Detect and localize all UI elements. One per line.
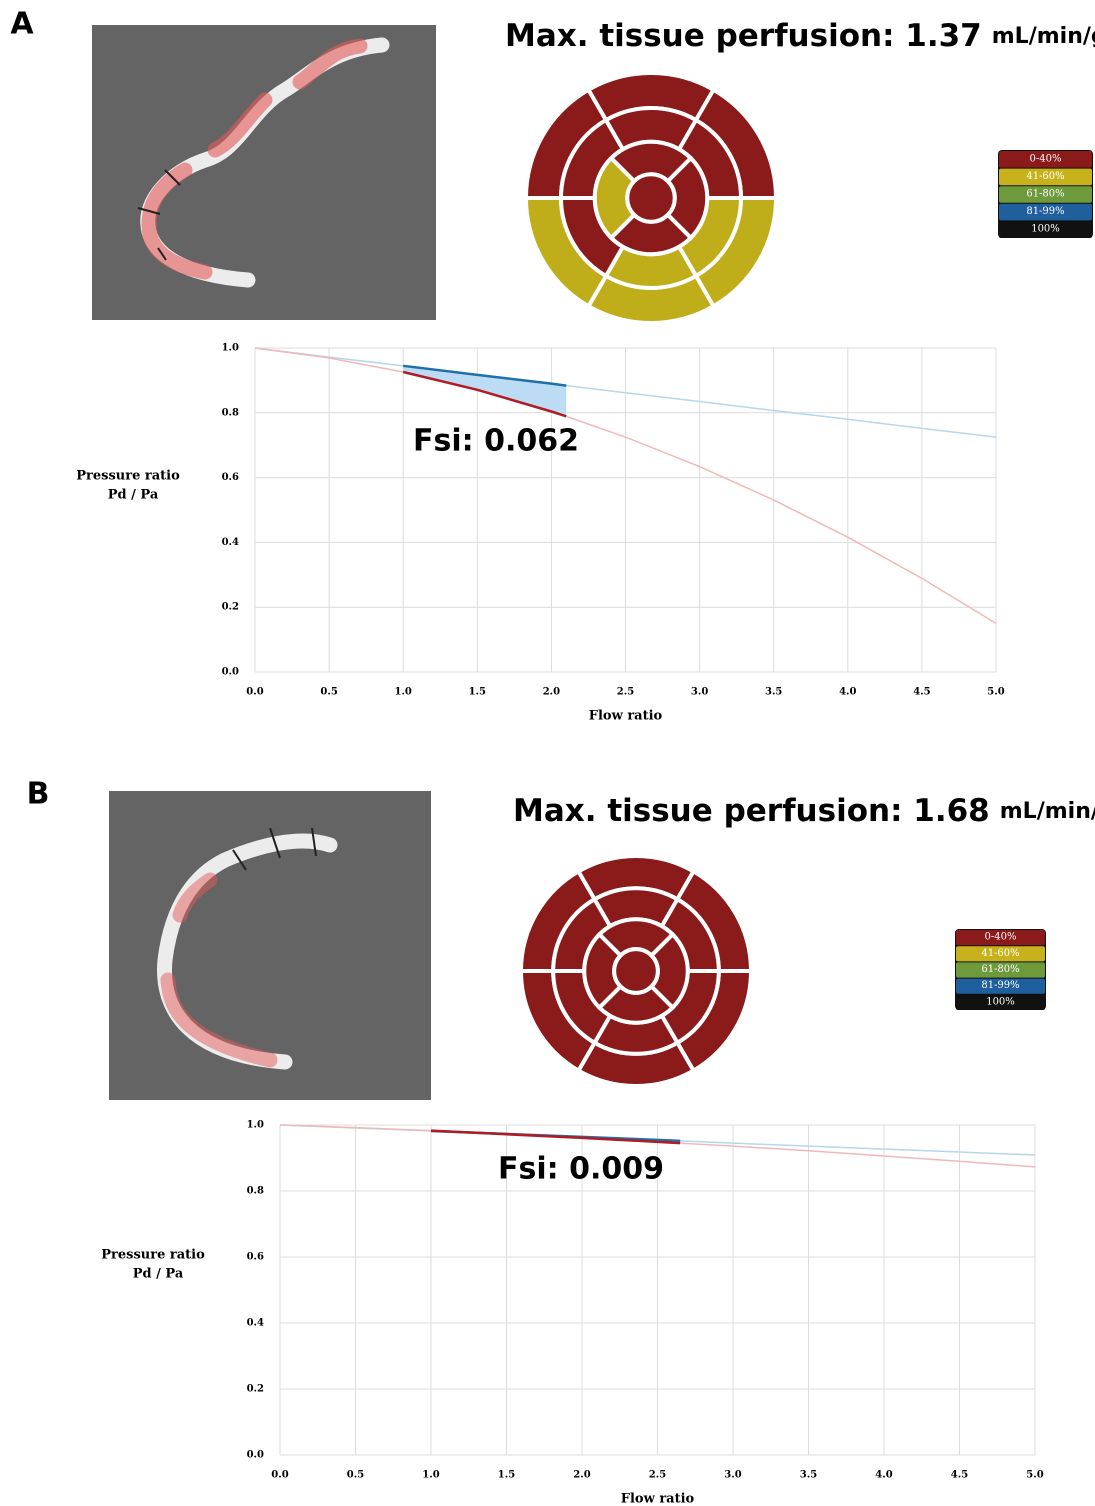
legend-swatch (999, 221, 1092, 238)
x-tick-label: 1.5 (498, 1470, 515, 1481)
y-tick-label: 0.8 (247, 1186, 264, 1197)
legend-swatch (956, 962, 1045, 978)
x-axis-label: Flow ratio (621, 1492, 695, 1506)
legend-label: 61-80% (981, 964, 1019, 975)
y-axis-label: Pressure ratio (76, 469, 180, 484)
highlight-line (403, 364, 567, 387)
y-tick-label: 0.2 (222, 602, 239, 613)
x-tick-label: 0.0 (271, 1470, 288, 1481)
x-tick-label: 0.5 (347, 1470, 364, 1481)
perfusion-value: Max. tissue perfusion: 1.68 (513, 793, 990, 829)
x-tick-label: 0.5 (320, 687, 337, 698)
vessel-image-b (109, 791, 431, 1100)
legend-swatch (999, 151, 1092, 168)
vessel-image-a (92, 25, 436, 320)
perfusion-unit: mL/min/g (1000, 799, 1095, 824)
legend-swatch (956, 930, 1045, 946)
legend-label: 0-40% (985, 932, 1017, 943)
x-tick-label: 4.0 (875, 1470, 892, 1481)
y-tick-label: 1.0 (247, 1120, 264, 1131)
y-tick-label: 1.0 (222, 343, 239, 354)
x-tick-label: 2.5 (617, 687, 634, 698)
bullseye-apex (612, 947, 660, 995)
fsi-label: Fsi: 0.062 (413, 424, 579, 459)
x-tick-label: 4.5 (913, 687, 930, 698)
perfusion-unit: mL/min/g (992, 24, 1095, 49)
perfusion-title: Max. tissue perfusion: 1.37 mL/min/g (505, 18, 1095, 54)
legend-label: 81-99% (981, 980, 1019, 991)
highlight-line (402, 370, 567, 418)
legend-label: 0-40% (1030, 153, 1062, 164)
x-tick-label: 2.5 (649, 1470, 666, 1481)
legend-label: 61-80% (1026, 189, 1064, 200)
bullseye-apex (625, 172, 677, 224)
y-axis-label: Pressure ratio (101, 1248, 205, 1263)
y-axis-label: Pd / Pa (133, 1267, 184, 1282)
x-tick-label: 2.0 (573, 1470, 590, 1481)
x-tick-label: 4.0 (839, 687, 856, 698)
fsi-label: Fsi: 0.009 (498, 1152, 664, 1187)
legend-swatch (999, 186, 1092, 203)
x-tick-label: 3.5 (765, 687, 782, 698)
legend-swatch (999, 203, 1092, 221)
x-tick-label: 1.0 (422, 1470, 439, 1481)
y-tick-label: 0.6 (247, 1252, 264, 1263)
x-tick-label: 1.0 (394, 687, 411, 698)
x-tick-label: 3.0 (691, 687, 708, 698)
x-tick-label: 3.5 (800, 1470, 817, 1481)
legend-label: 81-99% (1026, 206, 1064, 217)
y-tick-label: 0.0 (222, 667, 239, 678)
legend-label: 41-60% (981, 948, 1019, 959)
panel-label: A (10, 7, 34, 42)
x-tick-label: 3.0 (724, 1470, 741, 1481)
legend-swatch (956, 946, 1045, 962)
x-tick-label: 1.5 (469, 687, 486, 698)
x-tick-label: 4.5 (951, 1470, 968, 1481)
legend-swatch (956, 978, 1045, 994)
x-tick-label: 5.0 (1026, 1470, 1043, 1481)
legend-swatch (956, 994, 1045, 1010)
legend-swatch (999, 168, 1092, 186)
highlight-line (430, 1129, 681, 1145)
y-tick-label: 0.2 (247, 1384, 264, 1395)
y-tick-label: 0.4 (222, 537, 239, 548)
legend-label: 100% (1031, 224, 1060, 235)
x-tick-label: 5.0 (987, 687, 1004, 698)
x-tick-label: 2.0 (543, 687, 560, 698)
legend-label: 41-60% (1026, 171, 1064, 182)
series-line (254, 347, 997, 438)
series-line (254, 347, 997, 625)
y-tick-label: 0.0 (247, 1450, 264, 1461)
perfusion-value: Max. tissue perfusion: 1.37 (505, 18, 982, 54)
y-tick-label: 0.8 (222, 407, 239, 418)
y-tick-label: 0.4 (247, 1318, 264, 1329)
perfusion-title: Max. tissue perfusion: 1.68 mL/min/g (513, 793, 1095, 829)
y-tick-label: 0.6 (222, 472, 239, 483)
x-tick-label: 0.0 (246, 687, 263, 698)
x-axis-label: Flow ratio (589, 709, 663, 724)
panel-label: B (27, 777, 50, 812)
y-axis-label: Pd / Pa (108, 488, 159, 503)
legend-label: 100% (986, 996, 1015, 1007)
